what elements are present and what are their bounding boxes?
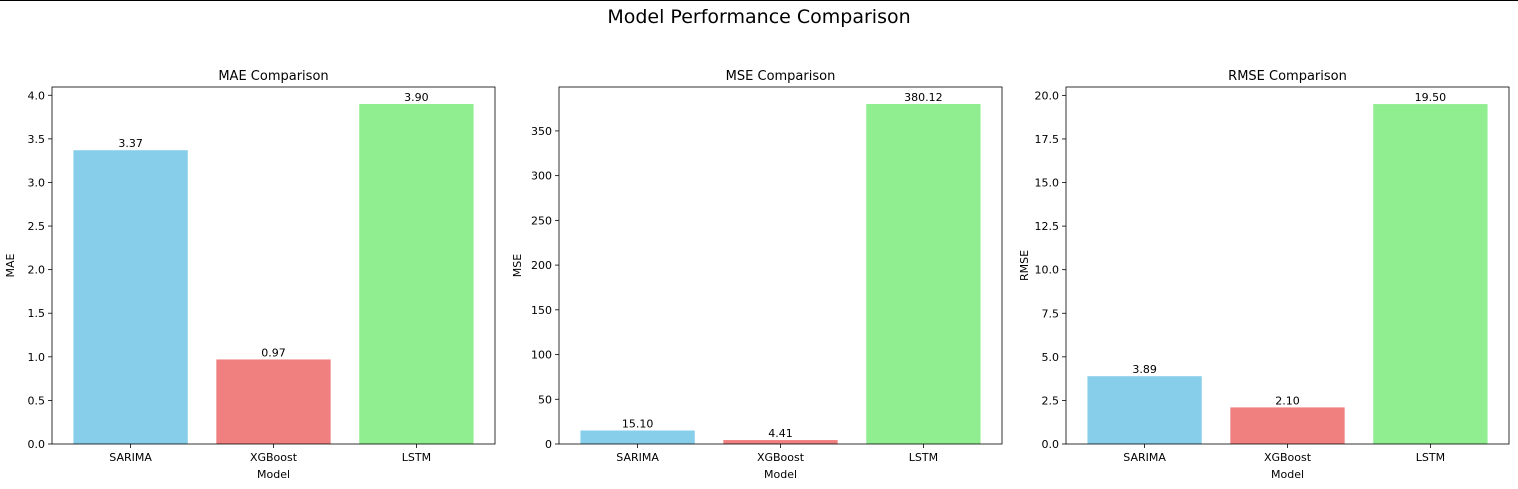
y-tick-label: 100 xyxy=(531,349,552,362)
x-axis-label: Model xyxy=(764,468,797,481)
x-tick-label: SARIMA xyxy=(616,451,659,464)
y-tick-label: 0 xyxy=(545,438,552,451)
data-label-sarima: 3.89 xyxy=(1132,363,1157,376)
y-tick-label: 2.5 xyxy=(1042,394,1060,407)
bar-lstm xyxy=(866,103,981,445)
figure-title: Model Performance Comparison xyxy=(607,6,911,28)
bar-xgboost xyxy=(1230,407,1345,444)
y-tick-label: 4.0 xyxy=(28,89,46,102)
y-tick-label: 200 xyxy=(531,259,552,272)
x-tick-label: LSTM xyxy=(1416,451,1445,464)
data-label-lstm: 3.90 xyxy=(404,91,429,104)
bar-sarima xyxy=(73,150,188,444)
y-tick-label: 20.0 xyxy=(1035,89,1060,102)
bar-sarima xyxy=(580,430,695,444)
data-label-lstm: 380.12 xyxy=(904,91,943,104)
y-axis-label: MSE xyxy=(511,254,524,277)
y-tick-label: 2.5 xyxy=(28,220,46,233)
y-tick-label: 7.5 xyxy=(1042,307,1060,320)
x-tick-label: SARIMA xyxy=(109,451,152,464)
y-tick-label: 17.5 xyxy=(1035,133,1060,146)
figure-top-border xyxy=(0,0,1518,1)
x-tick-label: SARIMA xyxy=(1123,451,1166,464)
y-tick-label: 0.0 xyxy=(28,438,46,451)
bar-lstm xyxy=(1373,104,1488,444)
y-tick-label: 300 xyxy=(531,170,552,183)
y-tick-label: 15.0 xyxy=(1035,177,1060,190)
data-label-xgboost: 0.97 xyxy=(261,346,286,359)
chart-title: RMSE Comparison xyxy=(1228,69,1347,84)
x-axis-label: Model xyxy=(257,468,290,481)
bar-xgboost xyxy=(216,359,331,444)
y-tick-label: 350 xyxy=(531,125,552,138)
y-tick-label: 250 xyxy=(531,214,552,227)
chart-panel-mae: MAE Comparison 3.37 SARIMA 0.97 XGBoost 3.90 L… xyxy=(4,69,496,481)
chart-title: MSE Comparison xyxy=(726,69,836,84)
x-tick-label: LSTM xyxy=(909,451,938,464)
x-axis-label: Model xyxy=(1271,468,1304,481)
chart-title: MAE Comparison xyxy=(218,69,328,84)
data-label-xgboost: 4.41 xyxy=(768,427,793,440)
data-label-xgboost: 2.10 xyxy=(1275,394,1300,407)
y-tick-label: 50 xyxy=(538,393,552,406)
data-label-lstm: 19.50 xyxy=(1415,91,1447,104)
chart-panel-rmse: RMSE Comparison 3.89 SARIMA 2.10 XGBoost 19.5… xyxy=(1018,69,1510,481)
data-label-sarima: 3.37 xyxy=(118,137,143,150)
bar-xgboost xyxy=(723,440,838,444)
x-tick-label: LSTM xyxy=(402,451,431,464)
y-tick-label: 1.0 xyxy=(28,351,46,364)
axes-frame xyxy=(51,86,496,445)
y-axis-label: MAE xyxy=(4,253,17,277)
data-label-sarima: 15.10 xyxy=(622,417,654,430)
y-tick-label: 1.5 xyxy=(28,307,46,320)
y-axis-label: RMSE xyxy=(1018,250,1031,281)
y-tick-label: 3.0 xyxy=(28,176,46,189)
y-tick-label: 3.5 xyxy=(28,133,46,146)
axes-frame xyxy=(558,86,1003,445)
y-tick-label: 5.0 xyxy=(1042,351,1060,364)
y-tick-label: 10.0 xyxy=(1035,264,1060,277)
y-tick-label: 2.0 xyxy=(28,264,46,277)
x-tick-label: XGBoost xyxy=(757,451,805,464)
chart-panel-mse: MSE Comparison 15.10 SARIMA 4.41 XGBoost 380.… xyxy=(511,69,1003,481)
x-tick-label: XGBoost xyxy=(1264,451,1312,464)
axes-frame xyxy=(1065,86,1510,445)
bar-lstm xyxy=(359,104,474,444)
y-tick-label: 12.5 xyxy=(1035,220,1060,233)
y-tick-label: 0.5 xyxy=(28,394,46,407)
x-tick-label: XGBoost xyxy=(250,451,298,464)
bar-sarima xyxy=(1087,376,1202,444)
y-tick-label: 150 xyxy=(531,304,552,317)
y-tick-label: 0.0 xyxy=(1042,438,1060,451)
